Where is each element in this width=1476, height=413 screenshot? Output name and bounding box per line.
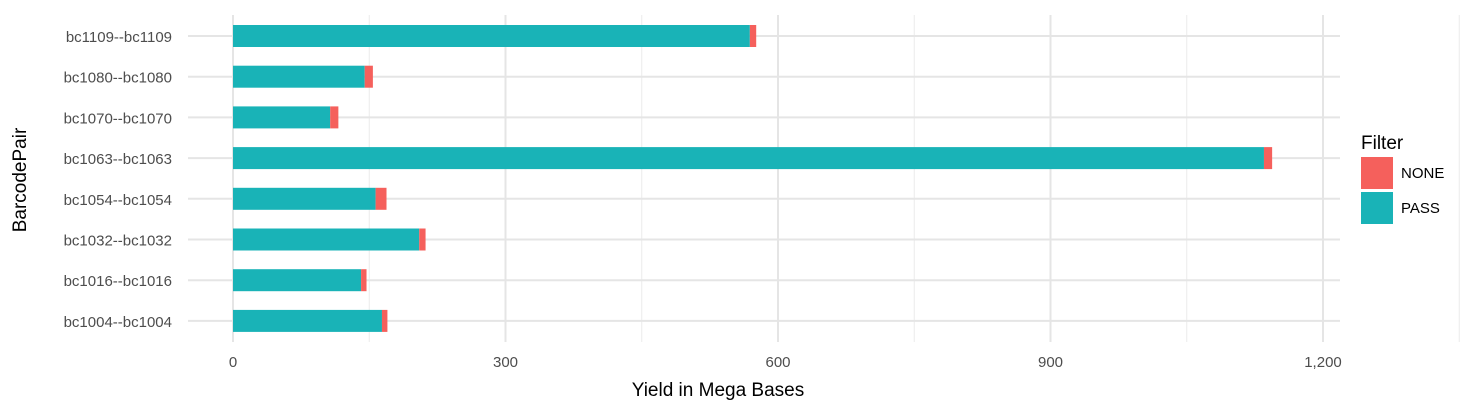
bar-none [330,106,339,129]
bar-pass [233,309,382,332]
y-tick-label: bc1016--bc1016 [64,273,172,290]
bar-pass [233,106,331,129]
bar-pass [233,187,376,210]
bar-none [1263,147,1273,170]
y-tick-label: bc1004--bc1004 [64,314,172,331]
bar-none [375,187,387,210]
x-tick-label: 300 [493,354,518,371]
bar-pass [233,147,1264,170]
bar-none [419,228,426,251]
legend-label: NONE [1401,165,1444,182]
y-tick-label: bc1080--bc1080 [64,70,172,87]
y-tick-label: bc1109--bc1109 [66,29,172,46]
y-tick-label: bc1032--bc1032 [64,233,172,250]
x-tick-label: 900 [1038,354,1063,371]
bar-pass [233,25,750,47]
bar-pass [233,269,362,292]
x-tick-label: 1,200 [1304,354,1342,371]
bar-pass [233,228,420,251]
y-tick-label: bc1063--bc1063 [64,151,172,168]
x-axis-title: Yield in Mega Bases [632,380,805,401]
bar-none [749,25,757,47]
bar-none [364,65,373,88]
y-axis-title: BarcodePair [10,127,31,232]
x-tick-label: 600 [765,354,790,371]
y-tick-label: bc1054--bc1054 [64,192,172,209]
bar-pass [233,65,365,88]
legend-title: Filter [1361,133,1404,154]
bar-none [361,269,367,292]
x-tick-label: 0 [229,354,237,371]
legend-label: PASS [1401,200,1440,217]
legend-key-pass [1361,192,1393,224]
bar-none [381,309,388,332]
y-tick-label: bc1070--bc1070 [64,110,172,127]
legend-key-none [1361,157,1393,189]
